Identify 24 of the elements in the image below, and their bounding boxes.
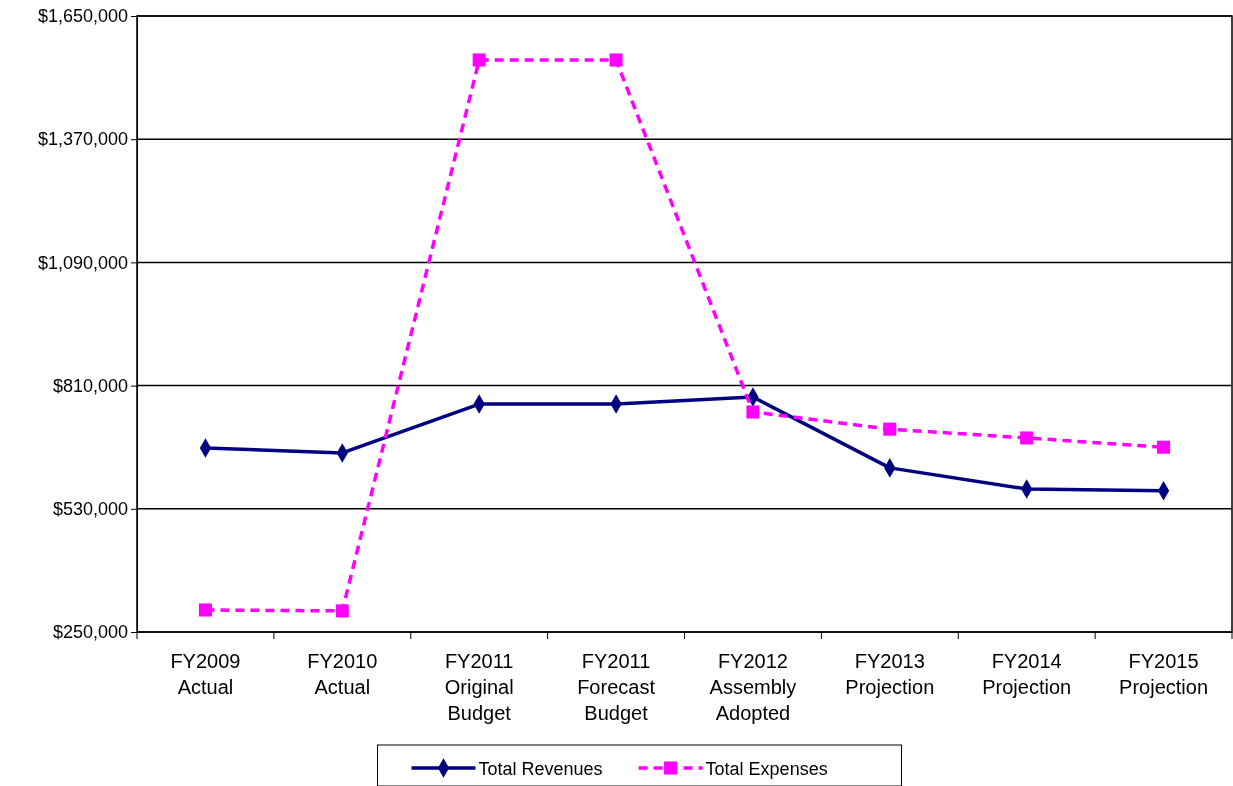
x-tick-label: FY2012 Assembly Adopted (709, 650, 797, 724)
point (746, 405, 760, 419)
y-tick-label: $250,000 (52, 622, 128, 643)
x-tick-label: FY2011 Forecast Budget (577, 650, 656, 724)
y-tick-label: $1,370,000 (37, 129, 128, 150)
legend-label: Total Expenses (705, 759, 828, 779)
point (1157, 440, 1171, 454)
point (335, 604, 349, 618)
y-tick-label: $1,090,000 (37, 252, 128, 273)
y-tick-label: $530,000 (52, 499, 128, 520)
x-tick-label: FY2010 Actual (307, 650, 378, 698)
point (198, 603, 212, 617)
y-tick-label: $810,000 (52, 375, 128, 396)
point (1020, 431, 1034, 445)
x-tick-label: FY2011 Original Budget (444, 650, 514, 724)
point (472, 53, 486, 67)
point (609, 53, 623, 67)
y-tick-label: $1,650,000 (37, 6, 128, 27)
point (883, 422, 897, 436)
x-tick-label: FY2009 Actual (170, 650, 241, 698)
x-tick-label: FY2015 Projection (1119, 650, 1209, 698)
legend-label: Total Revenues (478, 759, 603, 779)
x-tick-label: FY2014 Projection (982, 650, 1072, 698)
x-tick-label: FY2013 Projection (845, 650, 935, 698)
